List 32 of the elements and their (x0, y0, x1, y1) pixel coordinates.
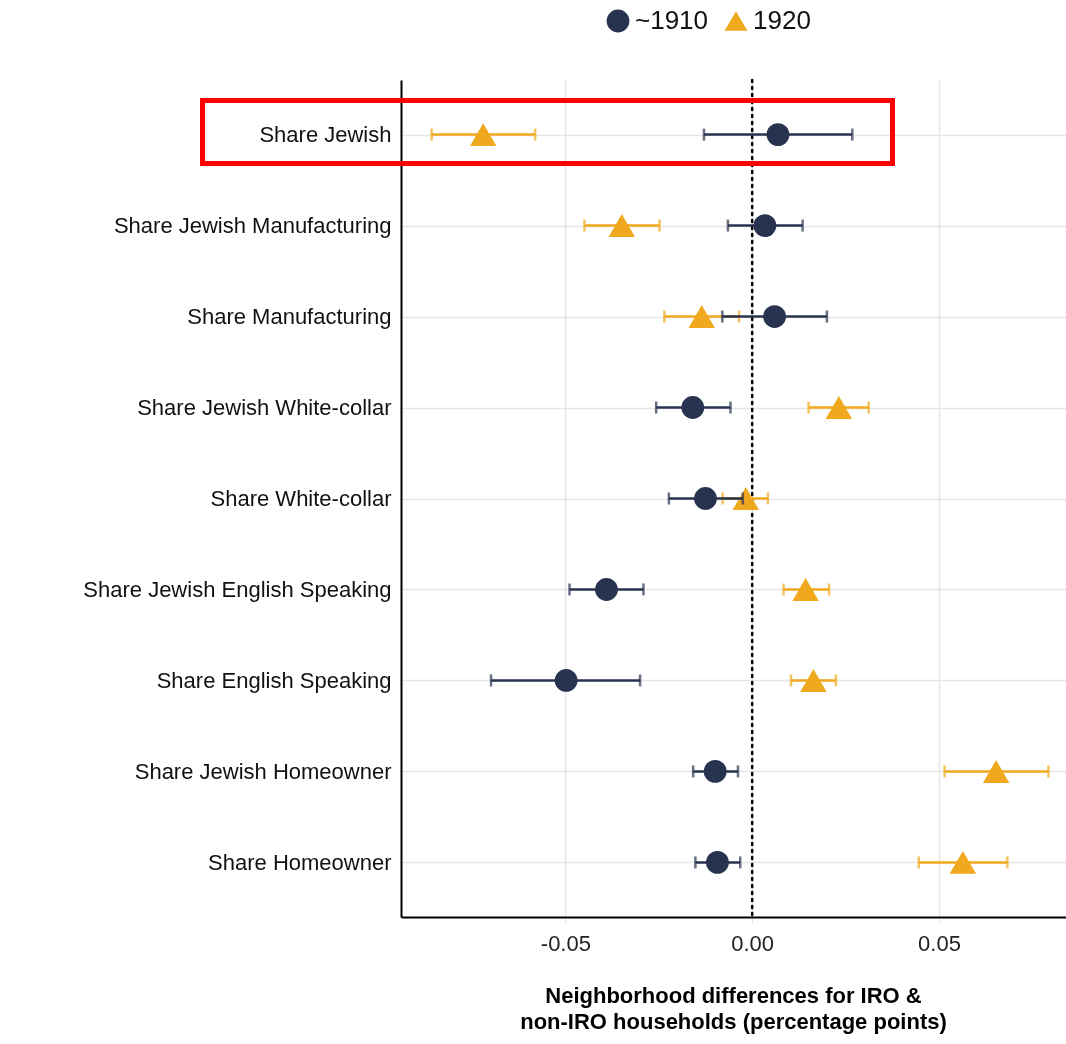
point (469, 123, 497, 147)
point (766, 123, 790, 146)
y-tick-label: Share White-collar (210, 486, 392, 511)
point (595, 578, 618, 601)
point (949, 850, 977, 874)
y-tick-label: Share Homeowner (208, 849, 392, 875)
x-tick-label: 0.05 (918, 930, 961, 956)
legend-label: 1920 (753, 5, 811, 35)
point (688, 305, 715, 328)
point (681, 396, 705, 419)
point (706, 851, 729, 874)
legend-label: ~1910 (635, 5, 709, 35)
point (694, 487, 717, 510)
point (554, 669, 578, 692)
point (753, 214, 777, 237)
y-tick-label: Share Jewish (259, 122, 392, 148)
point (982, 759, 1010, 783)
point (800, 669, 827, 692)
y-tick-label: Share Jewish Manufacturing (113, 213, 392, 239)
point (825, 396, 853, 419)
point (763, 305, 786, 328)
y-tick-label: Share Jewish English Speaking (83, 576, 392, 602)
point (792, 578, 819, 601)
y-tick-label: Share English Speaking (156, 667, 392, 693)
x-axis-title: Neighborhood differences for IRO & non-IRO households (percentage points) (520, 983, 947, 1034)
y-tick-label: Share Jewish Homeowner (134, 758, 392, 784)
point (608, 214, 636, 238)
point (703, 760, 727, 783)
y-tick-label: Share Manufacturing (187, 304, 392, 330)
x-tick-label: 0.00 (731, 930, 775, 956)
x-tick-label: -0.05 (540, 930, 591, 956)
y-tick-label: Share Jewish White-collar (137, 395, 392, 421)
